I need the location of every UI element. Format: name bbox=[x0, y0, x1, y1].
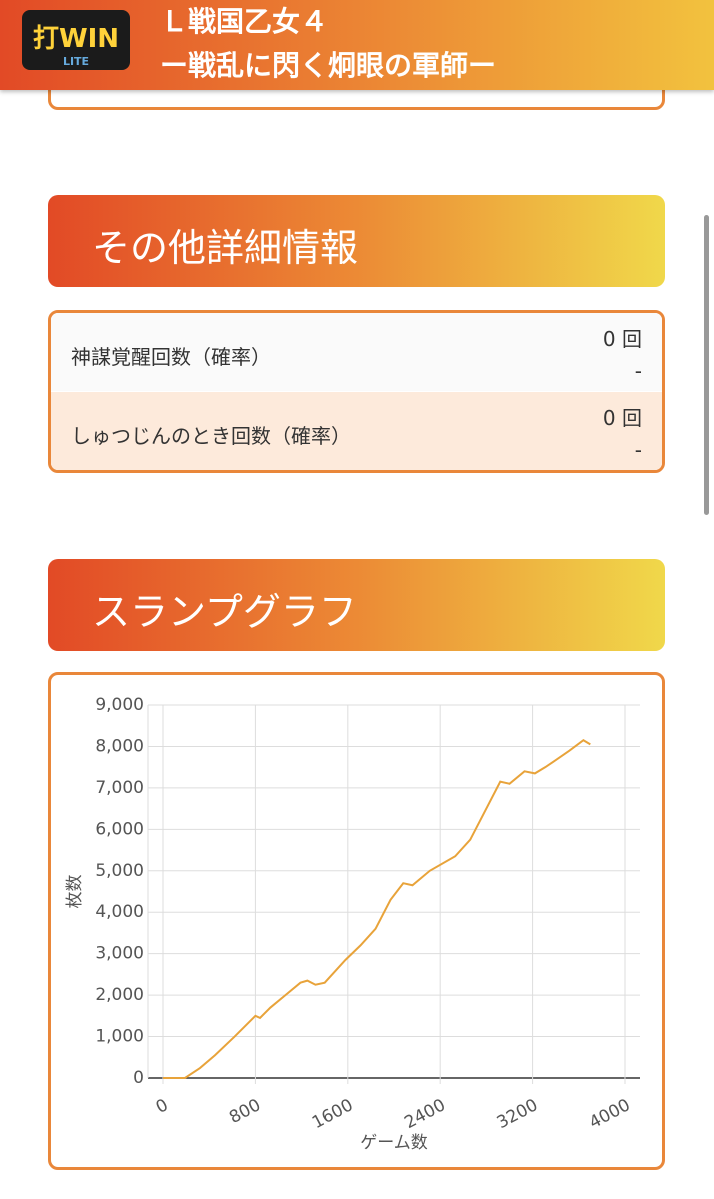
x-tick-label: 1600 bbox=[309, 1095, 357, 1133]
y-tick-label: 0 bbox=[133, 1068, 144, 1088]
section-heading: スランプグラフ bbox=[48, 559, 665, 651]
title-line2: ー戦乱に閃く炯眼の軍師ー bbox=[160, 49, 497, 82]
chart: 0 1,000 2,000 3,000 4,000 5,000 6,000 7,000 8,00… bbox=[65, 695, 640, 1153]
chart-box: 0 1,000 2,000 3,000 4,000 5,000 6,000 7,000 8,00… bbox=[48, 672, 665, 1170]
x-tick-label: 800 bbox=[226, 1095, 264, 1128]
y-tick-label: 1,000 bbox=[95, 1027, 144, 1047]
details-row: 神謀覚醒回数（確率） 0 回 - bbox=[51, 313, 662, 391]
y-tick-label: 7,000 bbox=[95, 778, 144, 798]
x-tick-label: 4000 bbox=[586, 1095, 634, 1133]
y-tick-label: 9,000 bbox=[95, 695, 144, 715]
row-count: 0 回 bbox=[602, 406, 642, 430]
y-axis-title: 枚数 bbox=[65, 875, 85, 909]
x-tick-label: 3200 bbox=[494, 1095, 542, 1133]
logo[interactable]: 打WIN LITE bbox=[22, 10, 130, 70]
y-tick-label: 4,000 bbox=[95, 902, 144, 922]
logo-sub: LITE bbox=[62, 55, 90, 68]
row-rate: - bbox=[634, 359, 642, 383]
row-rate: - bbox=[634, 438, 642, 462]
section-heading: その他詳細情報 bbox=[48, 195, 665, 287]
scrollbar[interactable] bbox=[704, 215, 709, 515]
x-axis-title: ゲーム数 bbox=[360, 1133, 428, 1153]
x-tick-label: 2400 bbox=[401, 1095, 449, 1133]
logo-main: 打WIN bbox=[32, 24, 120, 54]
details-table: 神謀覚醒回数（確率） 0 回 - しゅつじんのとき回数（確率） 0 回 - bbox=[48, 310, 665, 473]
row-label: 神謀覚醒回数（確率） bbox=[71, 345, 271, 369]
y-tick-label: 8,000 bbox=[95, 736, 144, 756]
data-line bbox=[163, 739, 591, 1079]
y-tick-label: 3,000 bbox=[95, 944, 144, 964]
details-row: しゅつじんのとき回数（確率） 0 回 - bbox=[51, 392, 662, 470]
header: 打WIN LITE Ｌ戦国乙女４ ー戦乱に閃く炯眼の軍師ー bbox=[0, 0, 714, 90]
y-tick-label: 6,000 bbox=[95, 819, 144, 839]
title-line1: Ｌ戦国乙女４ bbox=[160, 5, 329, 38]
row-count: 0 回 bbox=[602, 327, 642, 351]
x-tick-label: 0 bbox=[153, 1095, 172, 1118]
y-tick-label: 5,000 bbox=[95, 861, 144, 881]
y-tick-label: 2,000 bbox=[95, 985, 144, 1005]
row-label: しゅつじんのとき回数（確率） bbox=[71, 424, 351, 448]
